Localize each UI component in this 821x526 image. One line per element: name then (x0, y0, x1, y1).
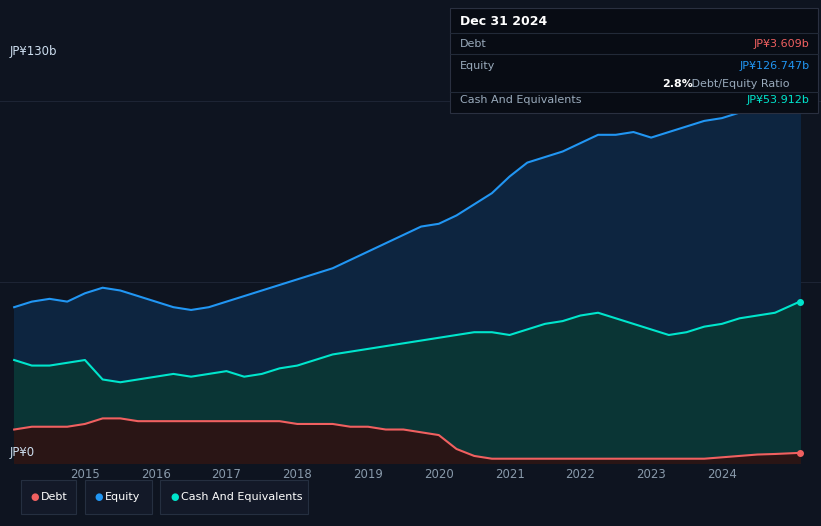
Text: ●: ● (30, 492, 39, 502)
Text: Debt: Debt (41, 492, 68, 502)
Text: JP¥0: JP¥0 (10, 446, 35, 459)
Text: JP¥130b: JP¥130b (10, 45, 57, 58)
Text: Debt: Debt (460, 38, 487, 49)
Text: Dec 31 2024: Dec 31 2024 (460, 15, 547, 27)
Text: 2.8%: 2.8% (662, 79, 693, 89)
Text: Debt/Equity Ratio: Debt/Equity Ratio (688, 79, 790, 89)
Text: ●: ● (170, 492, 178, 502)
Text: JP¥3.609b: JP¥3.609b (754, 38, 810, 49)
Text: JP¥53.912b: JP¥53.912b (746, 95, 810, 105)
Text: Equity: Equity (460, 60, 495, 71)
Text: Cash And Equivalents: Cash And Equivalents (460, 95, 581, 105)
Text: JP¥126.747b: JP¥126.747b (740, 60, 810, 71)
Text: Equity: Equity (105, 492, 140, 502)
Text: Cash And Equivalents: Cash And Equivalents (181, 492, 302, 502)
Text: ●: ● (94, 492, 103, 502)
